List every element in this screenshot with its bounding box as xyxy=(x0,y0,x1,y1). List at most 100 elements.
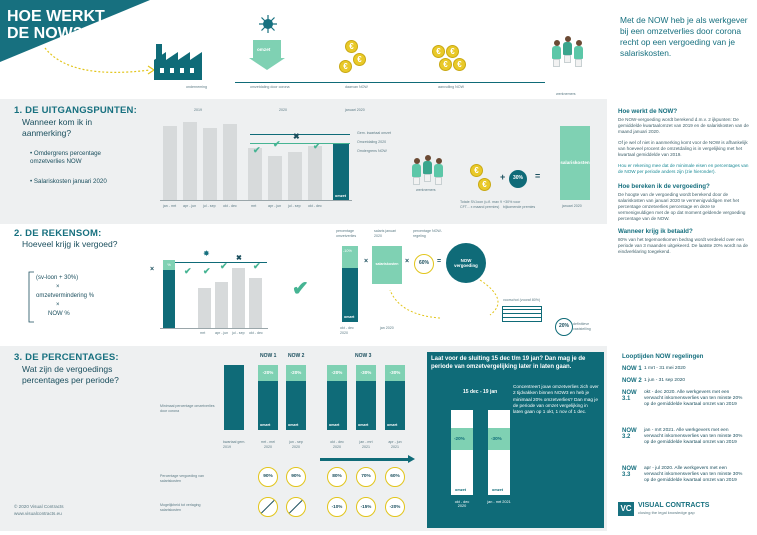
callout-period: 15 dec - 19 jan xyxy=(463,389,498,395)
brand-tag: closing the legal knowledge gap xyxy=(638,510,695,515)
timeline-title: Looptijden NOW regelingen xyxy=(622,353,704,360)
calc-bar-caption: okt - dec 2020 xyxy=(340,326,354,335)
now-period-label: apr - jun 2021 xyxy=(388,440,402,449)
page-title: HOE WERKT DE NOW? xyxy=(7,8,105,42)
bar-2019-q1 xyxy=(163,126,177,200)
bar-2020-mrt xyxy=(248,148,262,200)
now-header: NOW 1 xyxy=(260,353,277,359)
formula-label-pct: +30% voor bijkomende premies xyxy=(503,200,536,209)
times-sign: × xyxy=(405,258,410,265)
section-2-heading: 2. DE REKENSOM: xyxy=(14,228,102,239)
section-1-subheading: Wanneer kom ik in aanmerking? xyxy=(22,117,93,138)
legend-line-top xyxy=(250,134,350,135)
final-pct-circle: 20% xyxy=(555,318,573,336)
row-label-2: Percentage vergoeding van salariskosten xyxy=(160,474,204,483)
equals-sign: = xyxy=(437,258,442,265)
x-label: apr - jun xyxy=(183,204,197,208)
bar-2020-q4 xyxy=(308,146,322,200)
bar-2020-q3 xyxy=(288,152,302,200)
euro-coin-icon: € xyxy=(478,178,491,191)
slash-icon xyxy=(259,498,277,515)
footer-copyright: © 2020 Visual Contracts xyxy=(14,504,64,509)
now-period-bar-label: omzet xyxy=(260,423,271,427)
formula-bracket xyxy=(28,271,34,323)
now-header: NOW 3 xyxy=(355,353,372,359)
corona-icon xyxy=(259,15,277,33)
footer-url: www.visualcontracts.eu xyxy=(14,511,62,516)
now-period-loss: -20% xyxy=(258,365,278,381)
now-pct-circle: 60% xyxy=(385,467,405,487)
now-pct-circle: 70% xyxy=(356,467,376,487)
euro-coin-icon: € xyxy=(339,60,352,73)
timeline-tag: NOW 3.1 xyxy=(622,390,637,402)
formula-line: × xyxy=(56,284,60,290)
check-icon: ✔ xyxy=(253,145,261,155)
callout-title: Laat voor de sluiting 15 dec t/m 19 jan?… xyxy=(431,356,586,370)
euro-coin-icon: € xyxy=(439,58,452,71)
row-label-1: Minimaal percentage omzetverlies door co… xyxy=(160,404,215,413)
x-label: mrt xyxy=(251,204,257,208)
corona-icon: ✸ xyxy=(203,249,210,258)
reduction-circle: -20% xyxy=(385,497,405,517)
slash-icon xyxy=(287,498,305,515)
timeline-item: NOW 3.2 jan - mrt 2021. Alle werkgevers m… xyxy=(622,428,750,446)
ref-bar-2019 xyxy=(224,365,244,430)
calc-bar-q2 xyxy=(215,282,228,328)
now-period-bar-label: omzet xyxy=(358,423,369,427)
timeline-tag: NOW 3.3 xyxy=(622,466,637,478)
bar-omzet-2020 xyxy=(333,143,349,200)
now-period-label: mrt - mei 2020 xyxy=(260,440,276,449)
header-timeline xyxy=(235,82,545,83)
employee-icon xyxy=(563,36,572,63)
calc-bar-start-pct: % xyxy=(163,260,175,270)
page-title-line-1: HOE WERKT xyxy=(7,8,105,25)
check-icon: ✔ xyxy=(313,141,321,151)
now-pct-circle: 90% xyxy=(286,467,306,487)
payment-label: voorschot (vooraf 80%) xyxy=(503,298,541,302)
formula-label-werknemers: werknemers xyxy=(416,188,436,192)
bullet-text: Salariskosten januari 2020 xyxy=(33,178,107,185)
times-sign: × xyxy=(364,258,369,265)
now-pct-circle: 60% xyxy=(414,254,434,274)
x-label: okt - dec xyxy=(223,204,237,208)
calc-multiply: × xyxy=(150,266,155,273)
factory-icon xyxy=(154,44,202,80)
bar-2019-q4 xyxy=(223,124,237,200)
omzet-arrow-label: omzet xyxy=(257,47,271,52)
now-period-bar-label: omzet xyxy=(387,423,398,427)
calc-bar-q4 xyxy=(249,278,262,328)
formula-line: NOW % xyxy=(48,311,70,317)
section-2-ref-line xyxy=(175,262,267,263)
brand-name: VISUAL CONTRACTS xyxy=(638,502,710,509)
payment-stack xyxy=(502,306,542,322)
timeline-text: jan - mrt 2021. Alle werkgevers met een … xyxy=(644,428,743,445)
calc-bar-start xyxy=(163,260,175,328)
timeline-tag: NOW 2 xyxy=(622,378,642,384)
x-label: jan - mrt xyxy=(163,204,177,208)
salary-bar xyxy=(560,126,590,200)
flow-label-corona: omzetdaling door corona xyxy=(250,85,290,89)
x-label: okt - dec xyxy=(308,204,322,208)
now-period-loss: -30% xyxy=(356,365,376,381)
right-column: Hoe werkt de NOW? De NOW-vergoeding word… xyxy=(618,108,752,255)
salary-block xyxy=(372,246,402,284)
now-pct-circle: 80% xyxy=(327,467,347,487)
calc-bar-loss-pct: -10% xyxy=(343,249,352,253)
salary-block-caption: jan 2020 xyxy=(380,326,394,330)
pct-30-circle: 30% xyxy=(509,170,527,188)
now-period-bar xyxy=(286,365,306,430)
timeline-text: apr - jul 2020. Alle werkgevers met een … xyxy=(644,466,743,483)
now-vergoeding-circle xyxy=(446,243,486,283)
now-header: NOW 2 xyxy=(288,353,305,359)
section-1-axis xyxy=(160,200,352,201)
rc-paragraph-5: 80% van het tegemoetkomen bedrag wordt v… xyxy=(618,237,748,254)
now-period-bar xyxy=(258,365,278,430)
callout-bar-left-label: omzet xyxy=(455,488,466,492)
callout-bar-left-loss xyxy=(451,428,473,450)
x-label: jul - sep xyxy=(203,204,216,208)
callout-caption-left: okt - dec 2020 xyxy=(454,500,470,508)
year-label: januari 2020 xyxy=(345,108,365,112)
legend-item: Gem. kwartaal omzet xyxy=(357,131,391,135)
timeline-item: NOW 3.3 apr - jul 2020. Alle werkgevers m… xyxy=(622,466,750,484)
